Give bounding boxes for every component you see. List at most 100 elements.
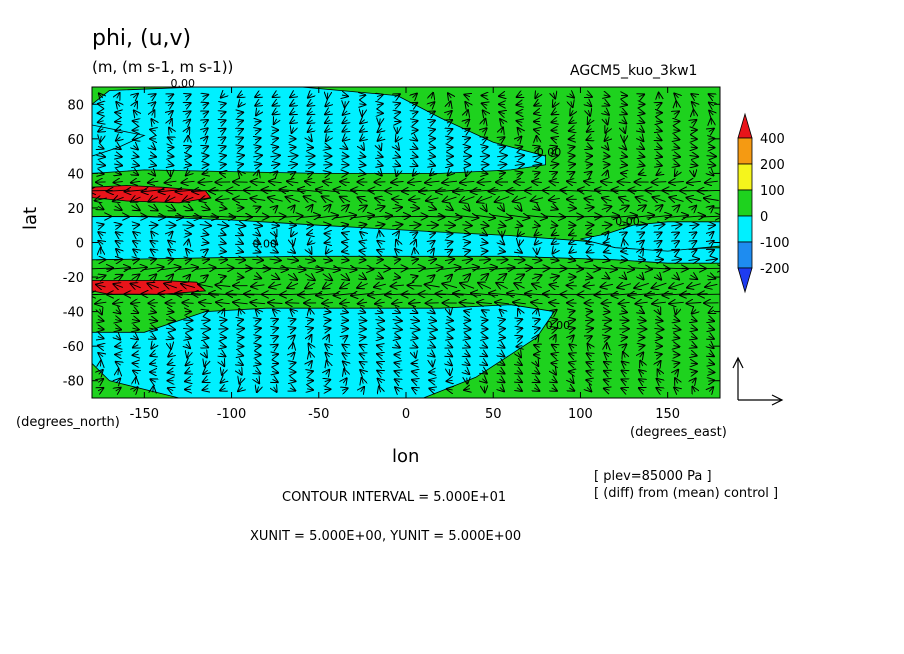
x-tick-label: 150 xyxy=(655,407,680,422)
wind-vector xyxy=(323,181,333,182)
wind-vector xyxy=(409,303,421,304)
wind-vector xyxy=(639,172,645,174)
wind-vector xyxy=(709,241,714,244)
wind-vector xyxy=(286,197,300,202)
chart-units: (m, (m s-1, m s-1)) xyxy=(92,58,234,76)
wind-vector xyxy=(233,302,248,304)
wind-vector xyxy=(307,389,313,390)
wind-vector xyxy=(147,283,159,288)
wind-vector xyxy=(151,241,156,244)
wind-vector xyxy=(669,283,684,288)
wind-vector xyxy=(133,138,139,140)
wind-vector xyxy=(115,225,121,226)
wind-vector xyxy=(709,171,713,175)
wind-vector xyxy=(340,197,351,202)
wind-vector xyxy=(465,120,469,124)
wind-vector xyxy=(674,241,679,244)
wind-vector xyxy=(341,205,349,211)
wind-vector xyxy=(569,372,575,373)
wind-vector xyxy=(362,378,364,384)
wind-vector xyxy=(639,128,644,132)
wind-vector xyxy=(430,111,435,114)
wind-vector xyxy=(148,225,158,226)
wind-vector xyxy=(534,172,540,174)
wind-vector xyxy=(203,389,209,391)
wind-vector xyxy=(254,164,261,166)
wind-vector xyxy=(698,294,720,295)
wind-vector xyxy=(531,302,543,303)
wind-vector xyxy=(482,232,487,235)
y-axis-label: lat xyxy=(20,206,41,230)
wind-vector xyxy=(621,251,627,252)
wind-vector xyxy=(181,284,196,288)
wind-vector xyxy=(414,248,415,254)
wind-vector xyxy=(221,309,224,314)
wind-vector xyxy=(251,285,265,287)
wind-vector xyxy=(124,216,147,217)
wind-vector xyxy=(307,172,313,174)
wind-vector xyxy=(308,241,313,245)
wind-vector xyxy=(674,363,680,364)
wind-vector xyxy=(553,370,556,375)
wind-vector xyxy=(414,240,416,246)
wind-vector xyxy=(506,268,533,269)
wind-vector xyxy=(237,320,243,321)
wind-vector xyxy=(408,181,422,182)
wind-vector xyxy=(656,241,661,244)
wind-vector xyxy=(131,302,141,303)
wind-vector xyxy=(359,337,365,338)
wind-vector xyxy=(340,182,350,183)
wind-vector xyxy=(464,353,469,356)
wind-vector xyxy=(491,215,513,218)
wind-vector xyxy=(518,352,521,357)
wind-vector xyxy=(282,216,303,217)
wind-vector xyxy=(326,335,329,340)
region-negative-east-band xyxy=(580,221,720,252)
wind-vector xyxy=(185,146,191,148)
wind-vector xyxy=(601,181,613,182)
wind-vector xyxy=(482,173,488,174)
wind-vector xyxy=(449,369,450,375)
wind-vector xyxy=(602,329,611,330)
wind-vector xyxy=(588,344,591,349)
colorbar-label: 200 xyxy=(760,158,785,173)
wind-vector xyxy=(342,233,348,235)
wind-vector xyxy=(691,232,696,235)
wind-vector xyxy=(447,337,453,339)
wind-vector xyxy=(467,378,468,384)
wind-vector xyxy=(95,275,106,278)
wind-vector xyxy=(413,171,417,176)
wind-vector xyxy=(586,233,592,235)
wind-vector xyxy=(550,285,560,287)
wind-vector xyxy=(569,354,575,356)
wind-vector xyxy=(708,319,714,321)
wind-vector xyxy=(482,128,486,132)
wind-vector xyxy=(636,329,647,330)
wind-vector xyxy=(465,129,470,132)
wind-vector xyxy=(391,285,404,286)
x-tick-label: 100 xyxy=(568,407,593,422)
wind-vector xyxy=(412,276,418,278)
colorbar-label: 100 xyxy=(760,184,785,199)
wind-vector xyxy=(221,379,226,383)
wind-vector xyxy=(419,216,445,217)
wind-vector xyxy=(342,173,348,174)
wind-vector xyxy=(237,112,243,113)
wind-vector xyxy=(537,136,538,142)
wind-vector xyxy=(116,362,121,365)
wind-vector xyxy=(273,250,278,253)
wind-vector xyxy=(98,346,104,347)
wind-vector xyxy=(473,215,495,218)
wind-vector xyxy=(273,103,278,106)
wind-vector xyxy=(377,276,383,279)
wind-vector xyxy=(551,225,557,226)
wind-vector xyxy=(325,173,331,174)
wind-vector xyxy=(133,345,138,348)
wind-vector xyxy=(404,268,425,269)
wind-vector xyxy=(410,208,419,209)
wind-vector xyxy=(378,379,382,383)
wind-vector xyxy=(674,250,679,253)
wind-vector xyxy=(517,173,523,175)
wind-vector xyxy=(201,206,209,209)
wind-vector xyxy=(482,337,488,338)
